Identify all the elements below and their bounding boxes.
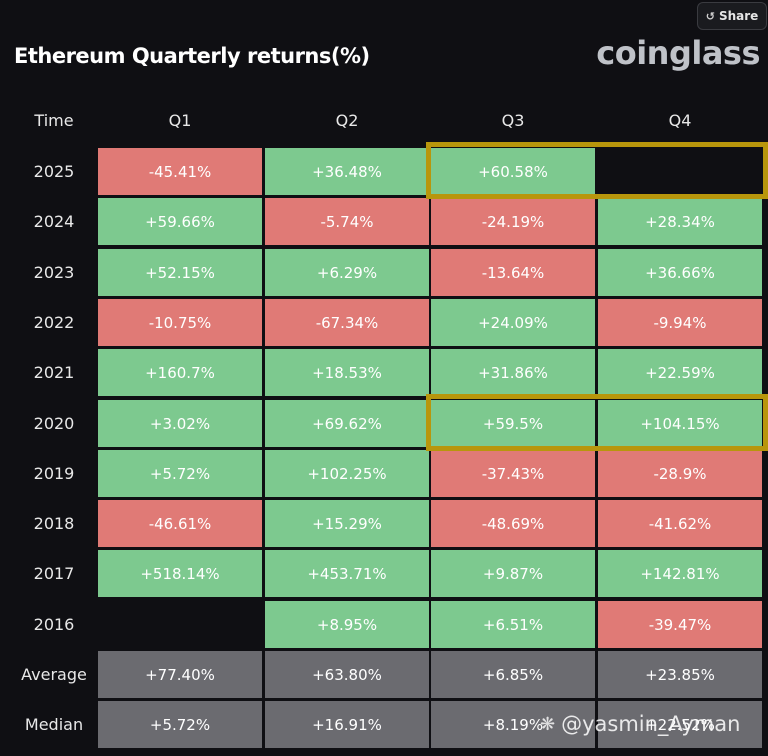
page-title: Ethereum Quarterly returns(%): [14, 44, 370, 68]
summary-cell-average-q2: +63.80%: [265, 651, 429, 698]
column-header-q1: Q1: [168, 111, 192, 130]
data-cell-2025-q4: [598, 148, 762, 195]
data-cell-2020-q4: +104.15%: [598, 400, 762, 447]
share-label: Share: [718, 9, 759, 23]
summary-cell-median-q4: +22.52%: [598, 701, 762, 748]
row-label-2018: 2018: [33, 514, 75, 533]
summary-cell-average-q3: +6.85%: [431, 651, 595, 698]
data-cell-2017-q1: +518.14%: [98, 550, 262, 597]
data-cell-2018-q1: -46.61%: [98, 500, 262, 547]
data-cell-2025-q1: -45.41%: [98, 148, 262, 195]
row-label-2025: 2025: [33, 162, 75, 181]
binance-diamond-icon: ❋: [540, 713, 556, 735]
data-cell-2020-q2: +69.62%: [265, 400, 429, 447]
data-cell-2024-q1: +59.66%: [98, 198, 262, 245]
data-cell-2016-q3: +6.51%: [431, 601, 595, 648]
coinglass-logo: coinglass: [596, 34, 760, 72]
column-header-q3: Q3: [501, 111, 525, 130]
summary-cell-median-q2: +16.91%: [265, 701, 429, 748]
data-cell-2021-q2: +18.53%: [265, 349, 429, 396]
row-label-2017: 2017: [33, 564, 75, 583]
data-cell-2019-q4: -28.9%: [598, 450, 762, 497]
data-cell-2016-q2: +8.95%: [265, 601, 429, 648]
data-cell-2022-q2: -67.34%: [265, 299, 429, 346]
column-header-q4: Q4: [668, 111, 692, 130]
row-label-2024: 2024: [33, 212, 75, 231]
data-cell-2022-q3: +24.09%: [431, 299, 595, 346]
data-cell-2022-q1: -10.75%: [98, 299, 262, 346]
share-button[interactable]: ↺ Share: [697, 2, 767, 30]
data-cell-2025-q2: +36.48%: [265, 148, 429, 195]
row-label-2022: 2022: [33, 313, 75, 332]
data-cell-2018-q3: -48.69%: [431, 500, 595, 547]
data-cell-2024-q2: -5.74%: [265, 198, 429, 245]
data-cell-2017-q2: +453.71%: [265, 550, 429, 597]
data-cell-2018-q2: +15.29%: [265, 500, 429, 547]
data-cell-2025-q3: +60.58%: [431, 148, 595, 195]
data-cell-2018-q4: -41.62%: [598, 500, 762, 547]
data-cell-2019-q3: -37.43%: [431, 450, 595, 497]
data-cell-2019-q2: +102.25%: [265, 450, 429, 497]
data-cell-2021-q3: +31.86%: [431, 349, 595, 396]
summary-label-median: Median: [24, 715, 84, 734]
data-cell-2023-q3: -13.64%: [431, 249, 595, 296]
summary-label-average: Average: [21, 665, 87, 684]
summary-cell-average-q1: +77.40%: [98, 651, 262, 698]
data-cell-2016-q4: -39.47%: [598, 601, 762, 648]
row-label-2019: 2019: [33, 464, 75, 483]
data-cell-2022-q4: -9.94%: [598, 299, 762, 346]
data-cell-2021-q1: +160.7%: [98, 349, 262, 396]
watermark: ❋ @yasmin_Ayman: [540, 712, 740, 736]
row-label-2023: 2023: [33, 263, 75, 282]
row-label-2020: 2020: [33, 414, 75, 433]
data-cell-2019-q1: +5.72%: [98, 450, 262, 497]
row-label-2021: 2021: [33, 363, 75, 382]
column-header-q2: Q2: [335, 111, 359, 130]
summary-cell-average-q4: +23.85%: [598, 651, 762, 698]
data-cell-2017-q3: +9.87%: [431, 550, 595, 597]
data-cell-2020-q1: +3.02%: [98, 400, 262, 447]
data-cell-2024-q3: -24.19%: [431, 198, 595, 245]
data-cell-2023-q1: +52.15%: [98, 249, 262, 296]
data-cell-2024-q4: +28.34%: [598, 198, 762, 245]
corner-label: Time: [34, 111, 74, 130]
summary-cell-median-q3: +8.19%: [431, 701, 595, 748]
row-label-2016: 2016: [33, 615, 75, 634]
summary-cell-median-q1: +5.72%: [98, 701, 262, 748]
data-cell-2021-q4: +22.59%: [598, 349, 762, 396]
watermark-text: @yasmin_Ayman: [561, 712, 741, 736]
data-cell-2016-q1: [98, 601, 262, 648]
data-cell-2023-q4: +36.66%: [598, 249, 762, 296]
data-cell-2017-q4: +142.81%: [598, 550, 762, 597]
data-cell-2020-q3: +59.5%: [431, 400, 595, 447]
data-cell-2023-q2: +6.29%: [265, 249, 429, 296]
share-icon: ↺: [705, 9, 715, 23]
